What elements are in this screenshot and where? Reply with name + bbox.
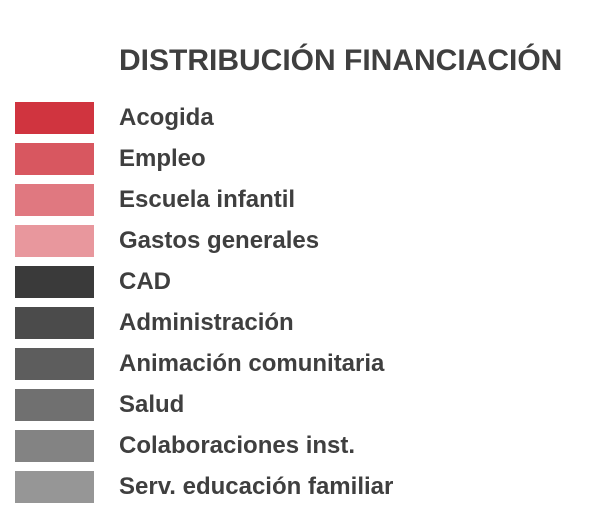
chart-legend: Acogida Empleo Escuela infantil Gastos gene… bbox=[15, 97, 393, 507]
legend-label: Colaboraciones inst. bbox=[119, 431, 356, 459]
legend-label: Escuela infantil bbox=[119, 185, 296, 213]
legend-item: Serv. educación familiar bbox=[15, 466, 393, 507]
legend-label: Gastos generales bbox=[119, 226, 320, 254]
legend-item: Colaboraciones inst. bbox=[15, 425, 393, 466]
legend-swatch bbox=[15, 429, 94, 462]
legend-item: Gastos generales bbox=[15, 220, 393, 261]
legend-swatch bbox=[15, 183, 94, 216]
legend-label: Serv. educación familiar bbox=[119, 472, 394, 500]
legend-swatch bbox=[15, 224, 94, 257]
legend-swatch bbox=[15, 101, 94, 134]
legend-item: Administración bbox=[15, 302, 393, 343]
legend-item: CAD bbox=[15, 261, 393, 302]
legend-label: Animación comunitaria bbox=[119, 349, 385, 377]
legend-label: CAD bbox=[119, 267, 171, 295]
legend-item: Escuela infantil bbox=[15, 179, 393, 220]
legend-swatch bbox=[15, 347, 94, 380]
legend-item: Animación comunitaria bbox=[15, 343, 393, 384]
legend-swatch bbox=[15, 470, 94, 503]
legend-item: Salud bbox=[15, 384, 393, 425]
legend-title: DISTRIBUCIÓN FINANCIACIÓN bbox=[119, 44, 563, 77]
legend-item: Acogida bbox=[15, 97, 393, 138]
legend-label: Acogida bbox=[119, 103, 214, 131]
legend-label: Empleo bbox=[119, 144, 206, 172]
legend-label: Administración bbox=[119, 308, 294, 336]
legend-swatch bbox=[15, 142, 94, 175]
legend-swatch bbox=[15, 388, 94, 421]
legend-item: Empleo bbox=[15, 138, 393, 179]
legend-label: Salud bbox=[119, 390, 185, 418]
legend-swatch bbox=[15, 265, 94, 298]
legend-swatch bbox=[15, 306, 94, 339]
